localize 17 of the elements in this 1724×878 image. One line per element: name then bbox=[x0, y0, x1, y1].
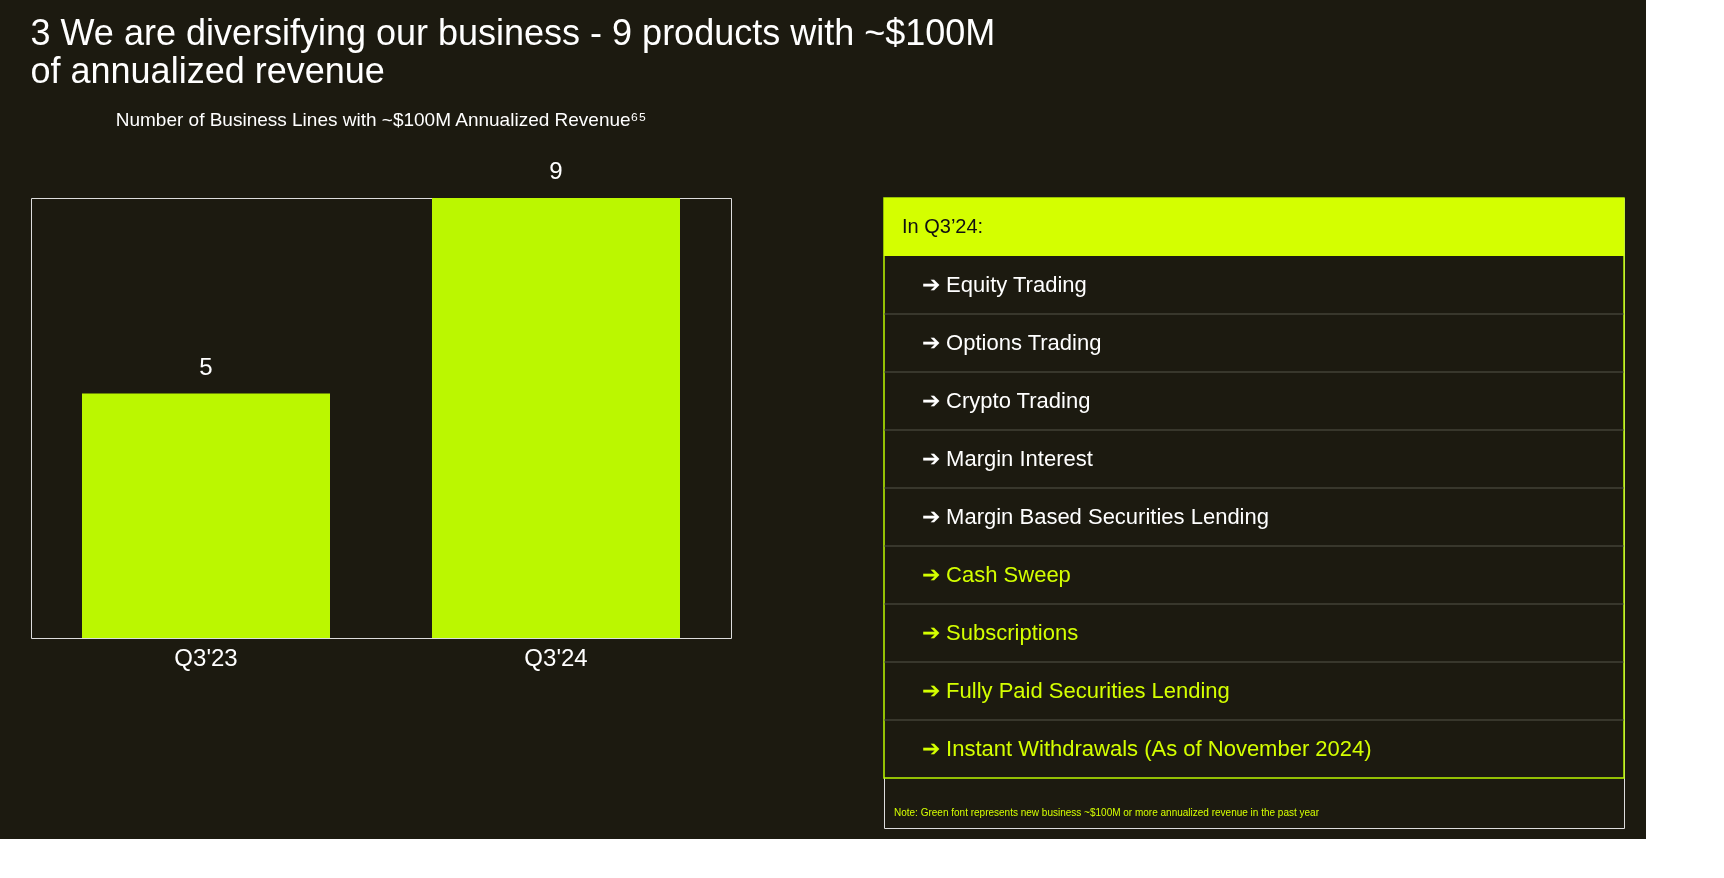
text: ➔ Crypto Trading bbox=[922, 388, 1091, 413]
text: ➔ Fully Paid Securities Lending bbox=[922, 678, 1230, 703]
text: ➔ Cash Sweep bbox=[922, 562, 1071, 587]
text: ➔ Margin Based Securities Lending bbox=[922, 504, 1269, 529]
data-label: 5 bbox=[199, 352, 213, 380]
text: Note: Green font represents new business ~$100M or more annualized revenue in the past year bbox=[894, 807, 1320, 818]
text: In Q3’24: bbox=[902, 215, 984, 237]
chart-title: 3 We are diversifying our business - 9 products with ~$100M of annualized revenue bbox=[30, 11, 996, 91]
text: ➔ Equity Trading bbox=[922, 272, 1087, 297]
text: ➔ Margin Interest bbox=[922, 446, 1093, 471]
chart-subtitle: Number of Business Lines with ~$100M Annualized Revenue⁶⁵ bbox=[115, 109, 647, 130]
x-tick-label: Q3'23 bbox=[174, 643, 238, 671]
text: ➔ Instant Withdrawals (As of November 2024) bbox=[922, 736, 1372, 761]
data-label: 9 bbox=[549, 157, 563, 184]
text: ➔ Subscriptions bbox=[922, 620, 1079, 645]
text: ➔ Options Trading bbox=[922, 330, 1102, 355]
x-tick-label: Q3'24 bbox=[524, 643, 588, 671]
